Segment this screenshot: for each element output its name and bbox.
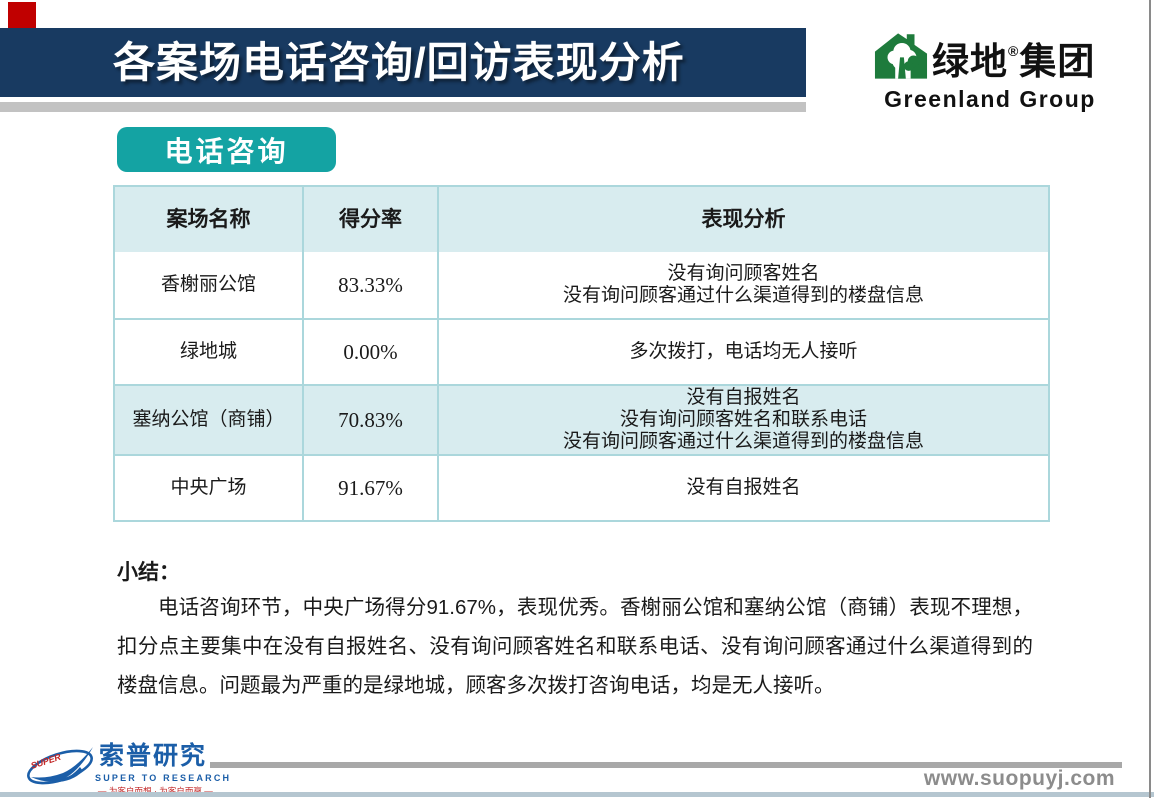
venue-name-cell: 中央广场: [170, 477, 247, 498]
table-row: 塞纳公馆（商铺） 70.83% 没有自报姓名 没有询问顾客姓名和联系电话 没有询问顾客通…: [115, 384, 1048, 454]
analysis-line: 没有询问顾客通过什么渠道得到的楼盘信息: [562, 431, 924, 452]
page-title: 各案场电话咨询/回访表现分析: [113, 39, 685, 86]
suopu-logo: SUPER 索普研究 SUPER TO RESEARCH — 为客户而想 · 为…: [25, 736, 232, 798]
analysis-line: 没有自报姓名: [686, 387, 801, 408]
table-row: 绿地城 0.00% 多次拨打，电话均无人接听: [115, 318, 1048, 384]
suopu-super-text: SUPER: [30, 752, 63, 771]
suopu-tagline: — 为客户而想 · 为客户而赢 —: [97, 786, 213, 796]
analysis-line: 没有询问顾客通过什么渠道得到的楼盘信息: [562, 285, 924, 306]
analysis-line: 没有询问顾客姓名和联系电话: [619, 409, 867, 430]
score-cell: 0.00%: [302, 320, 437, 384]
analysis-cell: 没有询问顾客姓名 没有询问顾客通过什么渠道得到的楼盘信息: [437, 252, 1048, 318]
venue-name-cell: 塞纳公馆（商铺）: [132, 409, 285, 430]
analysis-cell: 没有自报姓名 没有询问顾客姓名和联系电话 没有询问顾客通过什么渠道得到的楼盘信息: [437, 386, 1048, 454]
table-body: 香榭丽公馆 83.33% 没有询问顾客姓名 没有询问顾客通过什么渠道得到的楼盘信息 绿地…: [115, 252, 1048, 520]
phone-consult-tab[interactable]: 电话咨询: [117, 127, 336, 172]
analysis-cell: 没有自报姓名: [437, 456, 1048, 520]
score-cell: 83.33%: [302, 252, 437, 318]
table-header-row: 案场名称 得分率 表现分析: [115, 187, 1048, 252]
venue-name-cell: 绿地城: [179, 341, 237, 362]
suopu-name-cn: 索普研究: [98, 742, 207, 770]
bottom-edge-bar: [0, 792, 1154, 797]
brand-name-cn: 绿地®集团: [932, 41, 1096, 82]
table-row: 中央广场 91.67% 没有自报姓名: [115, 454, 1048, 520]
red-accent-square: [8, 2, 36, 30]
analysis-line: 没有自报姓名: [686, 477, 801, 498]
analysis-line: 多次拨打，电话均无人接听: [629, 341, 858, 362]
greenland-logo: 绿地®集团 Greenland Group: [874, 31, 1106, 113]
analysis-line: 没有询问顾客姓名: [667, 263, 820, 284]
score-cell: 70.83%: [302, 386, 437, 454]
analysis-cell: 多次拨打，电话均无人接听: [437, 320, 1048, 384]
brand-name-en: Greenland Group: [884, 86, 1096, 112]
suopu-swoosh-icon: SUPER: [25, 736, 97, 798]
performance-table: 案场名称 得分率 表现分析 香榭丽公馆 83.33% 没有询问顾客姓名 没有询问顾客通…: [113, 185, 1050, 522]
column-header-venue: 案场名称: [166, 207, 251, 231]
venue-name-cell: 香榭丽公馆: [160, 274, 256, 295]
column-header-score: 得分率: [302, 187, 437, 252]
footer-divider: [210, 762, 1122, 768]
phone-consult-tab-label: 电话咨询: [164, 135, 289, 167]
table-row: 香榭丽公馆 83.33% 没有询问顾客姓名 没有询问顾客通过什么渠道得到的楼盘信息: [115, 252, 1048, 318]
summary-paragraph: 电话咨询环节，中央广场得分91.67%，表现优秀。香榭丽公馆和塞纳公馆（商铺）表…: [117, 596, 1033, 697]
summary-label: 小结：: [117, 561, 180, 584]
header-bar: 各案场电话咨询/回访表现分析: [0, 28, 806, 97]
greenland-house-icon: [874, 31, 928, 85]
website-url: www.suopuyj.com: [923, 767, 1115, 790]
right-edge-border: [1149, 0, 1151, 798]
suopu-name-en: SUPER TO RESEARCH: [95, 773, 232, 783]
registered-mark: ®: [1008, 43, 1020, 59]
score-cell: 91.67%: [302, 456, 437, 520]
column-header-analysis: 表现分析: [437, 187, 1048, 252]
header-underline: [0, 102, 806, 112]
